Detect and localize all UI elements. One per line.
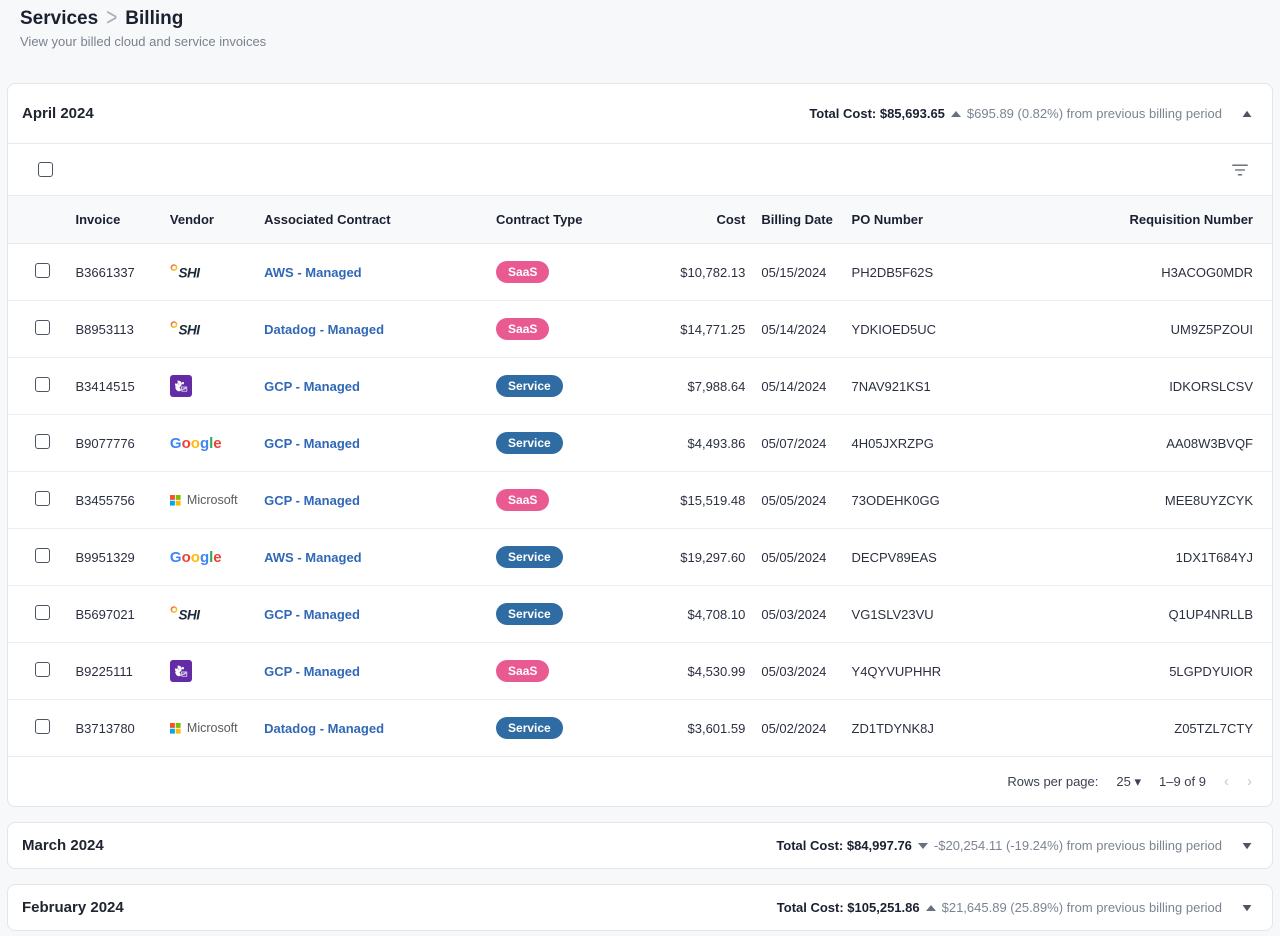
svg-text:SHI: SHI: [178, 608, 200, 623]
svg-text:SHI: SHI: [178, 323, 200, 338]
svg-text:SHI: SHI: [178, 266, 200, 281]
